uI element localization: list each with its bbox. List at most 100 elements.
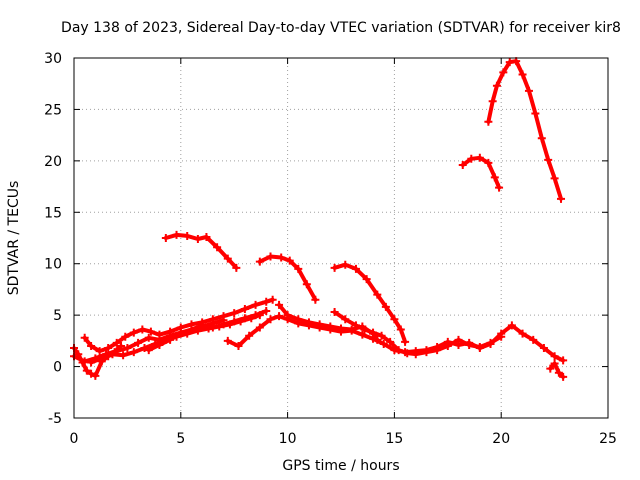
- chart-title: Day 138 of 2023, Sidereal Day-to-day VTE…: [61, 20, 621, 36]
- y-tick-label: 20: [44, 154, 62, 170]
- data-point: [166, 335, 175, 344]
- data-point: [422, 348, 431, 357]
- plot-frame: [73, 57, 609, 419]
- data-point: [351, 264, 360, 273]
- x-tick-label: 25: [599, 431, 617, 447]
- data-point: [484, 158, 493, 167]
- data-point: [262, 297, 271, 306]
- data-point: [377, 331, 386, 340]
- data-point: [403, 349, 412, 358]
- data-point: [497, 332, 506, 341]
- data-point: [251, 300, 260, 309]
- series-track-11: [330, 260, 410, 346]
- data-point: [155, 340, 164, 349]
- data-point: [492, 81, 501, 90]
- series-track-6: [161, 230, 241, 272]
- data-point: [330, 263, 339, 272]
- data-point: [193, 235, 202, 244]
- data-point: [351, 321, 360, 330]
- data-point: [373, 335, 382, 344]
- data-point: [386, 337, 395, 346]
- data-point: [465, 340, 474, 349]
- data-point: [232, 263, 241, 272]
- data-point: [531, 109, 540, 118]
- data-point: [401, 337, 410, 346]
- y-tick-label: 0: [53, 360, 62, 376]
- x-tick-label: 15: [385, 431, 403, 447]
- data-point: [245, 331, 254, 340]
- data-point: [95, 347, 104, 356]
- data-point: [537, 134, 546, 143]
- series-line: [486, 59, 563, 201]
- series-track-8: [255, 252, 320, 304]
- data-point: [223, 336, 232, 345]
- series-track-12: [458, 153, 504, 192]
- data-point: [161, 234, 170, 242]
- data-point: [467, 154, 476, 163]
- y-tick-label: 30: [44, 51, 62, 67]
- y-tick-label: -5: [48, 411, 62, 427]
- data-point: [262, 307, 271, 316]
- data-point: [379, 339, 388, 348]
- data-point: [546, 364, 555, 373]
- axis-ticks: 0 5 10 15 20 25 -5 0 5 10 15 20 25 30: [44, 51, 617, 447]
- data-point: [240, 304, 249, 313]
- data-point: [80, 357, 89, 366]
- data-point: [146, 327, 155, 336]
- data-point: [176, 329, 185, 338]
- data-point: [275, 300, 284, 309]
- data-point: [490, 173, 499, 182]
- data-point: [87, 358, 96, 367]
- data-point: [557, 194, 566, 203]
- data-point: [369, 328, 378, 337]
- data-point: [82, 366, 91, 375]
- data-point: [358, 330, 367, 339]
- series-track-13: [484, 57, 566, 203]
- data-point: [360, 325, 369, 334]
- data-point: [390, 315, 399, 324]
- data-point: [458, 160, 467, 169]
- data-point: [187, 325, 196, 334]
- data-point: [341, 315, 350, 324]
- data-point: [518, 70, 527, 79]
- series-track-3: [80, 295, 277, 356]
- data-point: [230, 309, 239, 318]
- data-point: [294, 315, 303, 324]
- y-axis-label: SDTVAR / TECUs: [6, 181, 22, 296]
- data-point: [219, 312, 228, 321]
- data-point: [255, 257, 264, 266]
- data-point: [550, 352, 559, 361]
- data-point: [499, 68, 508, 77]
- data-point: [294, 264, 303, 273]
- data-point: [433, 346, 442, 355]
- data-point: [326, 322, 335, 331]
- grid: [74, 58, 608, 418]
- data-point: [529, 335, 538, 344]
- data-point: [539, 344, 548, 353]
- data-point: [234, 342, 243, 350]
- data-point: [255, 323, 264, 332]
- data-point: [119, 351, 128, 360]
- data-point: [443, 342, 452, 350]
- data-point: [505, 58, 514, 67]
- x-axis-label: GPS time / hours: [282, 458, 399, 474]
- data-point: [475, 343, 484, 352]
- x-tick-label: 5: [176, 431, 185, 447]
- data-point: [144, 346, 153, 355]
- x-tick-label: 10: [279, 431, 297, 447]
- data-point: [266, 315, 275, 324]
- data-point: [454, 335, 463, 344]
- data-point: [304, 318, 313, 327]
- data-point: [230, 317, 239, 326]
- data-point: [411, 350, 420, 359]
- data-point: [97, 354, 106, 363]
- data-point: [554, 368, 563, 377]
- data-point: [183, 231, 192, 240]
- data-point: [373, 290, 382, 299]
- data-point: [550, 174, 559, 183]
- data-point: [275, 312, 284, 321]
- data-point: [337, 324, 345, 333]
- data-point: [208, 315, 217, 324]
- x-tick-label: 20: [492, 431, 510, 447]
